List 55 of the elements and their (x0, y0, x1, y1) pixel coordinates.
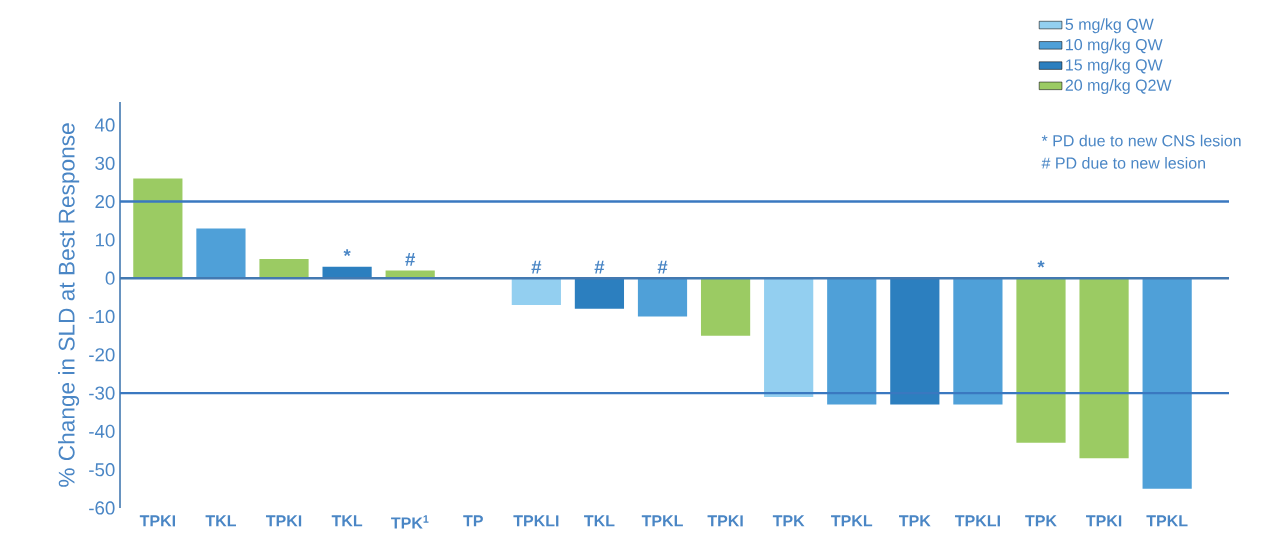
legend-label: 20 mg/kg Q2W (1065, 79, 1172, 94)
bar (890, 278, 940, 405)
x-tick-label: TKL (205, 515, 236, 527)
x-tick-label: TPKI (1086, 515, 1122, 527)
x-tick-label: TPK$^{1}$ (391, 515, 429, 529)
bar (827, 278, 877, 405)
x-tick-label: TPKLI (513, 515, 559, 527)
x-tick-label: TPKI (707, 515, 743, 527)
y-axis-title: % Change in SLD at Best Response (58, 123, 80, 487)
y-tick-label: 0 (105, 271, 115, 285)
legend-label: 5 mg/kg QW (1065, 18, 1154, 34)
x-tick-label: TPKL (1146, 515, 1188, 527)
y-tick-label: -20 (89, 348, 115, 362)
bar (1079, 278, 1129, 459)
bar (574, 278, 625, 309)
bar (259, 259, 309, 279)
x-tick-label: TPKLI (954, 515, 1000, 527)
y-tick-label: 40 (94, 118, 115, 132)
bar (1142, 278, 1192, 489)
data-label: * (1037, 260, 1045, 268)
annotation: * PD due to new CNS lesion (1041, 134, 1241, 147)
data-label: # (405, 253, 416, 266)
y-tick-label: -60 (89, 501, 115, 515)
data-label: * (343, 249, 351, 257)
data-label: # (594, 260, 605, 274)
x-tick-label: TPKI (265, 515, 302, 527)
x-tick-label: TPKI (139, 515, 175, 527)
annotation: # PD due to new lesion (1041, 157, 1206, 169)
y-tick-label: 10 (95, 233, 115, 247)
x-tick-label: TPK (1025, 515, 1057, 527)
bar (764, 278, 814, 397)
bar (700, 278, 751, 336)
y-tick-label: 20 (95, 194, 115, 209)
y-tick-label: -10 (89, 309, 115, 324)
x-tick-label: TKL (331, 515, 363, 527)
bar (637, 278, 688, 317)
y-tick-label: -30 (89, 386, 115, 400)
y-tick-label: 30 (95, 156, 115, 170)
legend-label: 15 mg/kg QW (1066, 58, 1163, 74)
data-label: # (657, 260, 668, 274)
legend-label: 10 mg/kg QW (1066, 38, 1163, 54)
x-tick-label: TP (463, 515, 483, 527)
bar (511, 278, 561, 305)
y-tick-label: -40 (89, 424, 115, 438)
x-tick-label: TPKL (831, 515, 873, 527)
x-tick-label: TPK (772, 515, 805, 527)
y-tick-label: -50 (89, 463, 115, 477)
bar (953, 278, 1003, 405)
data-label: # (531, 260, 542, 274)
bar (1016, 278, 1066, 443)
bar (133, 178, 183, 279)
x-tick-label: TKL (584, 515, 615, 527)
x-tick-label: TPK (899, 515, 931, 527)
x-tick-label: TPKL (641, 515, 683, 527)
bar (196, 228, 246, 279)
